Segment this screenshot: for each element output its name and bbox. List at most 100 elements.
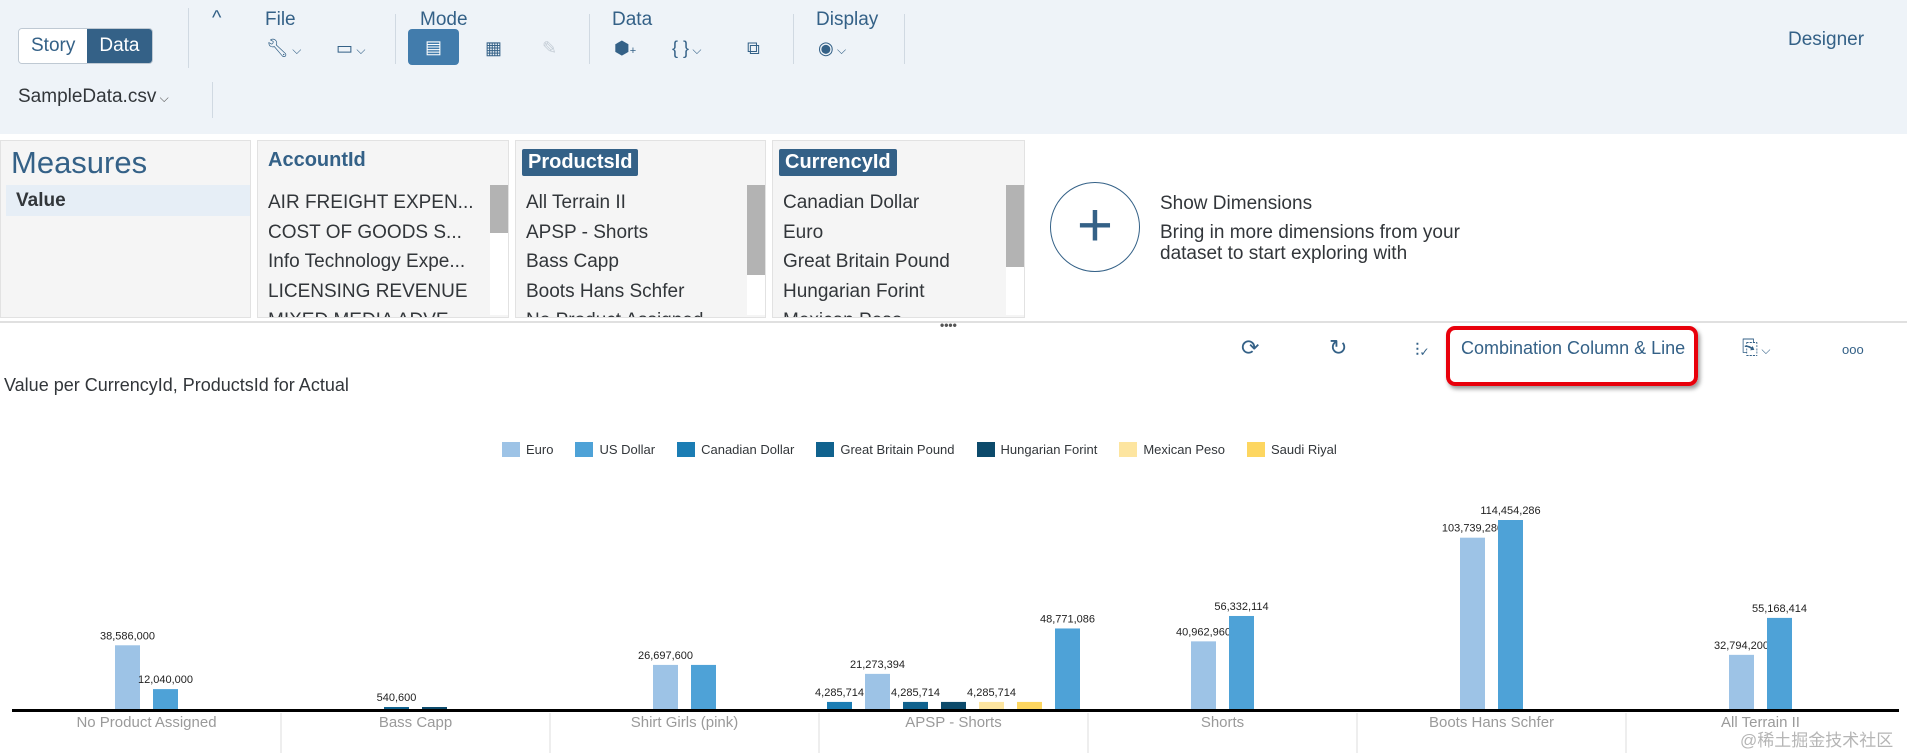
data-label: 4,285,714 [815, 687, 864, 699]
bar[interactable] [979, 701, 1004, 709]
file-group-label: File [265, 9, 296, 30]
save-icon[interactable]: ▭ ⌵ [336, 38, 366, 58]
list-item[interactable]: Euro [783, 221, 824, 243]
legend-item[interactable]: US Dollar [575, 442, 655, 457]
bar[interactable] [1767, 617, 1792, 709]
list-item[interactable]: LICENSING REVENUE [268, 280, 468, 302]
list-item[interactable]: Canadian Dollar [783, 192, 920, 213]
chart-type-icon[interactable]: ⫶✓ [1415, 340, 1430, 360]
bar[interactable] [827, 701, 852, 709]
linked-data-icon[interactable]: ⧉ [747, 38, 760, 58]
legend-label: Euro [526, 442, 554, 457]
legend-label: Great Britain Pound [840, 442, 955, 457]
list-item[interactable]: AIR FREIGHT EXPEN... [268, 192, 474, 213]
data-label: 540,600 [377, 692, 417, 704]
bar[interactable] [865, 673, 890, 709]
bar[interactable] [1191, 641, 1216, 709]
bar[interactable] [691, 664, 716, 709]
refresh-icon[interactable]: ↻ [1329, 335, 1348, 360]
add-data-icon[interactable]: ⬢+ [614, 38, 637, 58]
legend-label: Canadian Dollar [701, 442, 795, 457]
data-label: 40,962,960 [1176, 626, 1231, 638]
bar[interactable] [153, 689, 178, 709]
x-axis-label: Shorts [1200, 714, 1245, 731]
bar[interactable] [422, 707, 447, 709]
list-item[interactable]: COST OF GOODS S... [268, 221, 462, 243]
bar[interactable] [1729, 654, 1754, 709]
legend-swatch [1247, 442, 1265, 457]
bar[interactable] [1017, 701, 1042, 709]
list-item[interactable]: Bass Capp [526, 251, 619, 272]
wrench-icon[interactable]: 🔧︎ ⌵ [266, 38, 302, 58]
measures-panel: Measures Value [0, 140, 251, 318]
swap-axis-icon[interactable]: ⟳ [1241, 335, 1260, 360]
list-item[interactable]: Boots Hans Schfer [526, 280, 685, 302]
watermark: @稀土掘金技术社区 [1740, 731, 1894, 750]
list-item[interactable]: Mexican Peso [783, 306, 950, 317]
legend-item[interactable]: Euro [502, 442, 553, 457]
measure-item-value[interactable]: Value [6, 185, 250, 216]
more-options-icon[interactable]: ооо [1842, 342, 1864, 357]
bar[interactable] [1229, 615, 1254, 709]
divider [904, 14, 905, 64]
x-axis-line [12, 709, 1899, 712]
dataset-selector[interactable]: SampleData.csv ⌵ [18, 86, 169, 107]
highlight-box [1446, 326, 1698, 386]
collapse-icon[interactable]: ^ [212, 7, 222, 29]
legend-swatch [502, 442, 520, 457]
x-axis: No Product Assigned Bass Capp Shirt Girls … [12, 714, 1895, 731]
list-item[interactable]: MIXED MEDIA ADVE... [268, 306, 474, 317]
wrangle-icon: ✎ [542, 38, 558, 58]
x-axis-label: Boots Hans Schfer [1428, 714, 1555, 731]
dimension-header[interactable]: AccountId [268, 149, 366, 171]
bar[interactable] [1460, 537, 1485, 709]
drag-handle-icon[interactable]: •••• [940, 318, 957, 332]
divider [793, 14, 794, 64]
story-tab[interactable]: Story [19, 29, 88, 63]
column-chart: 38,586,000 12,040,000 540,600 26,697,600 4,2… [12, 505, 1899, 753]
data-label: 4,285,714 [967, 687, 1016, 699]
legend-label: Saudi Riyal [1271, 442, 1337, 457]
list-item[interactable]: No Product Assigned [526, 306, 703, 317]
dimension-panel-productsid: ProductsId All Terrain II APSP - Shorts Ba… [515, 140, 766, 318]
add-dimensions-icon[interactable]: + [1050, 182, 1140, 272]
legend-item[interactable]: Mexican Peso [1119, 442, 1225, 457]
eye-icon[interactable]: ◉ ⌵ [818, 38, 847, 58]
scrollbar[interactable] [747, 185, 765, 315]
legend-item[interactable]: Saudi Riyal [1247, 442, 1337, 457]
grid-view-icon[interactable]: ▦ [485, 38, 503, 58]
designer-button[interactable]: Designer [1788, 29, 1865, 50]
dimension-header[interactable]: CurrencyId [779, 149, 897, 176]
bar[interactable] [903, 701, 928, 709]
bar[interactable] [941, 701, 966, 709]
explore-mode-icon[interactable]: ▤ [408, 29, 459, 65]
list-item[interactable]: All Terrain II [526, 192, 626, 213]
legend-item[interactable]: Hungarian Forint [976, 442, 1097, 457]
legend-item[interactable]: Great Britain Pound [816, 442, 955, 457]
bar[interactable] [1498, 520, 1523, 709]
list-item[interactable]: Great Britain Pound [783, 251, 950, 272]
bar[interactable] [384, 707, 409, 709]
data-label: 38,586,000 [100, 630, 155, 642]
legend-item[interactable]: Canadian Dollar [677, 442, 794, 457]
data-tab[interactable]: Data [87, 29, 152, 63]
list-item[interactable]: APSP - Shorts [526, 221, 649, 243]
legend-swatch [976, 442, 995, 457]
data-label: 56,332,114 [1214, 601, 1268, 613]
divider [589, 14, 590, 64]
data-label: 12,040,000 [138, 674, 193, 686]
copy-icon[interactable]: ⎘ ⌵ [1742, 337, 1771, 359]
bar[interactable] [115, 645, 140, 709]
dimension-header[interactable]: ProductsId [522, 149, 639, 176]
bar[interactable] [1055, 628, 1080, 709]
list-item[interactable]: Info Technology Expe... [268, 251, 466, 272]
legend-swatch [1119, 442, 1138, 457]
data-label: 26,697,600 [638, 650, 693, 662]
splitter[interactable] [0, 321, 1907, 323]
bar[interactable] [653, 664, 678, 709]
scrollbar[interactable] [490, 185, 508, 315]
chart-type-selector[interactable]: Combination Column & Line [1461, 338, 1686, 358]
list-item[interactable]: Hungarian Forint [783, 280, 925, 302]
formula-icon[interactable]: { } ⌵ [672, 38, 702, 58]
scrollbar[interactable] [1006, 185, 1024, 315]
